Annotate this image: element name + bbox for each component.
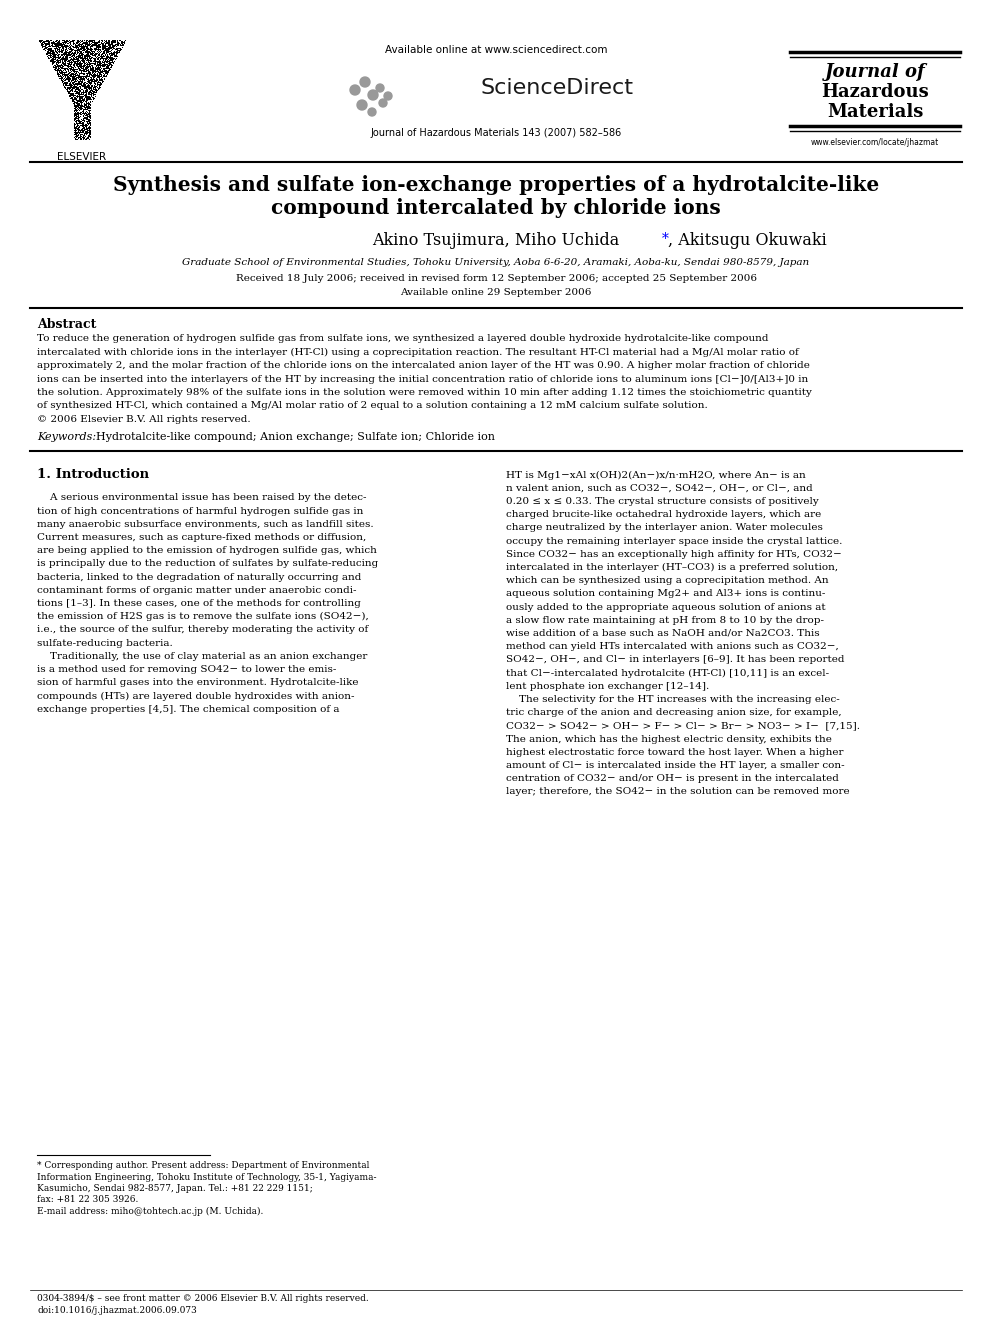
- Text: amount of Cl− is intercalated inside the HT layer, a smaller con-: amount of Cl− is intercalated inside the…: [506, 761, 844, 770]
- Text: Keywords:: Keywords:: [37, 433, 96, 442]
- Text: is principally due to the reduction of sulfates by sulfate-reducing: is principally due to the reduction of s…: [37, 560, 378, 569]
- Text: the solution. Approximately 98% of the sulfate ions in the solution were removed: the solution. Approximately 98% of the s…: [37, 388, 811, 397]
- Circle shape: [357, 101, 367, 110]
- Text: aqueous solution containing Mg2+ and Al3+ ions is continu-: aqueous solution containing Mg2+ and Al3…: [506, 589, 825, 598]
- Text: Kasumicho, Sendai 982-8577, Japan. Tel.: +81 22 229 1151;: Kasumicho, Sendai 982-8577, Japan. Tel.:…: [37, 1184, 312, 1193]
- Text: Current measures, such as capture-fixed methods or diffusion,: Current measures, such as capture-fixed …: [37, 533, 366, 542]
- Text: Hazardous: Hazardous: [821, 83, 929, 101]
- Circle shape: [360, 77, 370, 87]
- Text: A serious environmental issue has been raised by the detec-: A serious environmental issue has been r…: [37, 493, 366, 503]
- Text: The selectivity for the HT increases with the increasing elec-: The selectivity for the HT increases wit…: [506, 695, 840, 704]
- Text: many anaerobic subsurface environments, such as landfill sites.: many anaerobic subsurface environments, …: [37, 520, 374, 529]
- Text: intercalated in the interlayer (HT–CO3) is a preferred solution,: intercalated in the interlayer (HT–CO3) …: [506, 562, 838, 572]
- Text: 0.20 ≤ x ≤ 0.33. The crystal structure consists of positively: 0.20 ≤ x ≤ 0.33. The crystal structure c…: [506, 497, 818, 505]
- Text: Available online at www.sciencedirect.com: Available online at www.sciencedirect.co…: [385, 45, 607, 56]
- Text: are being applied to the emission of hydrogen sulfide gas, which: are being applied to the emission of hyd…: [37, 546, 377, 556]
- Text: Synthesis and sulfate ion-exchange properties of a hydrotalcite-like: Synthesis and sulfate ion-exchange prope…: [113, 175, 879, 194]
- Text: is a method used for removing SO42− to lower the emis-: is a method used for removing SO42− to l…: [37, 665, 336, 675]
- Text: Materials: Materials: [826, 103, 924, 120]
- Text: Available online 29 September 2006: Available online 29 September 2006: [401, 288, 591, 296]
- Text: , Akitsugu Okuwaki: , Akitsugu Okuwaki: [668, 232, 826, 249]
- Text: lent phosphate ion exchanger [12–14].: lent phosphate ion exchanger [12–14].: [506, 681, 709, 691]
- Text: approximately 2, and the molar fraction of the chloride ions on the intercalated: approximately 2, and the molar fraction …: [37, 361, 809, 370]
- Text: centration of CO32− and/or OH− is present in the intercalated: centration of CO32− and/or OH− is presen…: [506, 774, 839, 783]
- Text: layer; therefore, the SO42− in the solution can be removed more: layer; therefore, the SO42− in the solut…: [506, 787, 849, 796]
- Text: wise addition of a base such as NaOH and/or Na2CO3. This: wise addition of a base such as NaOH and…: [506, 628, 819, 638]
- Circle shape: [368, 90, 378, 101]
- Text: charge neutralized by the interlayer anion. Water molecules: charge neutralized by the interlayer ani…: [506, 524, 823, 532]
- Text: www.elsevier.com/locate/jhazmat: www.elsevier.com/locate/jhazmat: [810, 138, 939, 147]
- Text: tions [1–3]. In these cases, one of the methods for controlling: tions [1–3]. In these cases, one of the …: [37, 599, 361, 609]
- Text: To reduce the generation of hydrogen sulfide gas from sulfate ions, we synthesiz: To reduce the generation of hydrogen sul…: [37, 333, 769, 343]
- Circle shape: [368, 108, 376, 116]
- Text: Journal of: Journal of: [824, 64, 926, 81]
- Text: HT is Mg1−xAl x(OH)2(An−)x/n·mH2O, where An− is an: HT is Mg1−xAl x(OH)2(An−)x/n·mH2O, where…: [506, 471, 806, 480]
- Text: Abstract: Abstract: [37, 318, 96, 331]
- Text: * Corresponding author. Present address: Department of Environmental: * Corresponding author. Present address:…: [37, 1162, 369, 1170]
- Text: Since CO32− has an exceptionally high affinity for HTs, CO32−: Since CO32− has an exceptionally high af…: [506, 549, 842, 558]
- Text: fax: +81 22 305 3926.: fax: +81 22 305 3926.: [37, 1196, 138, 1204]
- Text: Received 18 July 2006; received in revised form 12 September 2006; accepted 25 S: Received 18 July 2006; received in revis…: [235, 274, 757, 283]
- Text: © 2006 Elsevier B.V. All rights reserved.: © 2006 Elsevier B.V. All rights reserved…: [37, 415, 251, 423]
- Text: ScienceDirect: ScienceDirect: [480, 78, 633, 98]
- Text: The anion, which has the highest electric density, exhibits the: The anion, which has the highest electri…: [506, 734, 832, 744]
- Text: Akino Tsujimura, Miho Uchida: Akino Tsujimura, Miho Uchida: [372, 232, 620, 249]
- Text: Traditionally, the use of clay material as an anion exchanger: Traditionally, the use of clay material …: [37, 652, 367, 662]
- Text: ELSEVIER: ELSEVIER: [58, 152, 106, 161]
- Text: n valent anion, such as CO32−, SO42−, OH−, or Cl−, and: n valent anion, such as CO32−, SO42−, OH…: [506, 484, 812, 492]
- Text: 0304-3894/$ – see front matter © 2006 Elsevier B.V. All rights reserved.: 0304-3894/$ – see front matter © 2006 El…: [37, 1294, 369, 1303]
- Text: exchange properties [4,5]. The chemical composition of a: exchange properties [4,5]. The chemical …: [37, 705, 339, 713]
- Text: method can yield HTs intercalated with anions such as CO32−,: method can yield HTs intercalated with a…: [506, 642, 839, 651]
- Text: i.e., the source of the sulfur, thereby moderating the activity of: i.e., the source of the sulfur, thereby …: [37, 626, 368, 635]
- Text: Journal of Hazardous Materials 143 (2007) 582–586: Journal of Hazardous Materials 143 (2007…: [370, 128, 622, 138]
- Circle shape: [384, 93, 392, 101]
- Text: charged brucite-like octahedral hydroxide layers, which are: charged brucite-like octahedral hydroxid…: [506, 511, 821, 519]
- Text: of synthesized HT-Cl, which contained a Mg/Al molar ratio of 2 equal to a soluti: of synthesized HT-Cl, which contained a …: [37, 401, 707, 410]
- Text: Hydrotalcite-like compound; Anion exchange; Sulfate ion; Chloride ion: Hydrotalcite-like compound; Anion exchan…: [89, 433, 495, 442]
- Circle shape: [350, 85, 360, 95]
- Text: SO42−, OH−, and Cl− in interlayers [6–9]. It has been reported: SO42−, OH−, and Cl− in interlayers [6–9]…: [506, 655, 844, 664]
- Text: Information Engineering, Tohoku Institute of Technology, 35-1, Yagiyama-: Information Engineering, Tohoku Institut…: [37, 1172, 377, 1181]
- Text: tric charge of the anion and decreasing anion size, for example,: tric charge of the anion and decreasing …: [506, 708, 841, 717]
- Text: E-mail address: miho@tohtech.ac.jp (M. Uchida).: E-mail address: miho@tohtech.ac.jp (M. U…: [37, 1207, 263, 1216]
- Text: that Cl−-intercalated hydrotalcite (HT-Cl) [10,11] is an excel-: that Cl−-intercalated hydrotalcite (HT-C…: [506, 668, 829, 677]
- Text: compounds (HTs) are layered double hydroxides with anion-: compounds (HTs) are layered double hydro…: [37, 692, 354, 701]
- Text: which can be synthesized using a coprecipitation method. An: which can be synthesized using a copreci…: [506, 576, 828, 585]
- Text: Graduate School of Environmental Studies, Tohoku University, Aoba 6-6-20, Aramak: Graduate School of Environmental Studies…: [183, 258, 809, 267]
- Text: 1. Introduction: 1. Introduction: [37, 468, 149, 482]
- Text: compound intercalated by chloride ions: compound intercalated by chloride ions: [271, 198, 721, 218]
- Text: sion of harmful gases into the environment. Hydrotalcite-like: sion of harmful gases into the environme…: [37, 679, 358, 688]
- Text: intercalated with chloride ions in the interlayer (HT-Cl) using a coprecipitatio: intercalated with chloride ions in the i…: [37, 348, 799, 357]
- Text: doi:10.1016/j.jhazmat.2006.09.073: doi:10.1016/j.jhazmat.2006.09.073: [37, 1306, 196, 1315]
- Text: occupy the remaining interlayer space inside the crystal lattice.: occupy the remaining interlayer space in…: [506, 537, 842, 545]
- Circle shape: [379, 99, 387, 107]
- Text: contaminant forms of organic matter under anaerobic condi-: contaminant forms of organic matter unde…: [37, 586, 356, 595]
- Text: bacteria, linked to the degradation of naturally occurring and: bacteria, linked to the degradation of n…: [37, 573, 361, 582]
- Text: the emission of H2S gas is to remove the sulfate ions (SO42−),: the emission of H2S gas is to remove the…: [37, 613, 369, 622]
- Circle shape: [376, 83, 384, 93]
- Text: sulfate-reducing bacteria.: sulfate-reducing bacteria.: [37, 639, 173, 648]
- Text: CO32− > SO42− > OH− > F− > Cl− > Br− > NO3− > I−  [7,15].: CO32− > SO42− > OH− > F− > Cl− > Br− > N…: [506, 721, 860, 730]
- Text: ions can be inserted into the interlayers of the HT by increasing the initial co: ions can be inserted into the interlayer…: [37, 374, 808, 384]
- Text: tion of high concentrations of harmful hydrogen sulfide gas in: tion of high concentrations of harmful h…: [37, 507, 363, 516]
- Text: *: *: [662, 232, 669, 246]
- Text: highest electrostatic force toward the host layer. When a higher: highest electrostatic force toward the h…: [506, 747, 843, 757]
- Text: ously added to the appropriate aqueous solution of anions at: ously added to the appropriate aqueous s…: [506, 602, 825, 611]
- Text: a slow flow rate maintaining at pH from 8 to 10 by the drop-: a slow flow rate maintaining at pH from …: [506, 615, 824, 624]
